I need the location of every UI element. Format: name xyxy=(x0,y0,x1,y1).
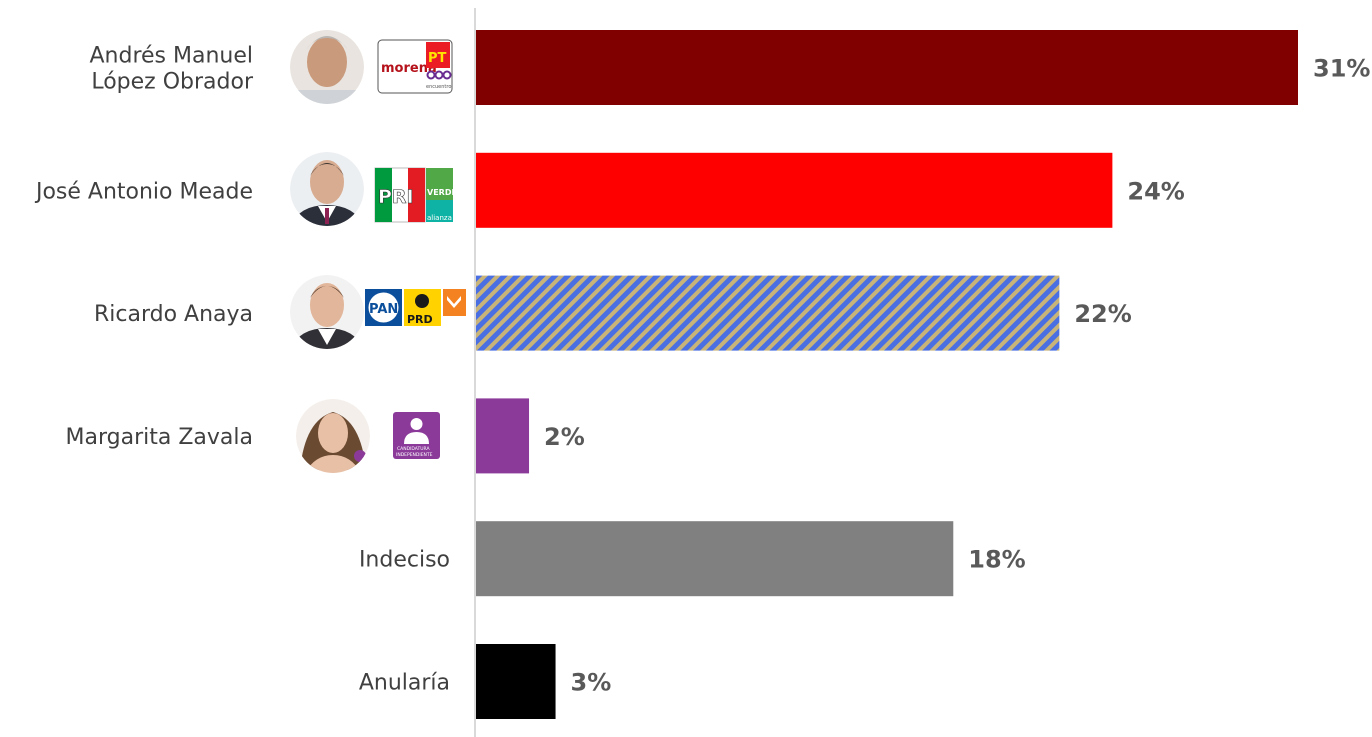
pt-text: PT xyxy=(428,51,447,66)
encuentro-text: encuentro xyxy=(426,84,451,90)
avatar-zavala xyxy=(296,399,370,473)
category-label-ricardo-anaya: Ricardo Anaya xyxy=(94,302,253,327)
bar-ricardo-anaya xyxy=(476,275,1060,351)
avatar-anaya xyxy=(290,275,364,349)
alianza-text: alianza xyxy=(427,214,452,222)
candidatura-text: CANDIDATURA xyxy=(397,446,430,452)
category-label-indeciso: Indeciso xyxy=(359,548,450,573)
bar-andres-manuel-lopez-obrador xyxy=(476,30,1298,105)
bar-margarita-zavala xyxy=(476,398,530,474)
bar-jose-antonio-meade xyxy=(476,152,1113,228)
pan-text: PAN xyxy=(369,302,398,317)
value-label-andres-manuel-lopez-obrador: 31% xyxy=(1313,55,1370,83)
value-label-anularia: 3% xyxy=(571,669,612,697)
value-labels: 31% 24% 22% 2% 18% 3% xyxy=(544,55,1370,697)
bar-indeciso xyxy=(476,521,954,597)
avatar-amlo xyxy=(290,30,364,104)
independiente-text: INDEPENDIENTE xyxy=(396,452,433,458)
pri-text: PRI xyxy=(378,186,414,208)
bar-anularia xyxy=(476,644,556,719)
verde-text: VERDE xyxy=(427,188,457,197)
bars-layer xyxy=(476,30,1298,719)
value-label-margarita-zavala: 2% xyxy=(544,423,585,451)
category-label-andres-manuel-lopez-obrador: Andrés Manuel López Obrador xyxy=(89,44,253,95)
avatar-meade xyxy=(290,152,364,226)
prd-text: PRD xyxy=(407,313,433,326)
morena-text: morena xyxy=(381,61,437,76)
value-label-ricardo-anaya: 22% xyxy=(1074,300,1131,328)
category-label-margarita-zavala: Margarita Zavala xyxy=(66,425,253,450)
candidatura-independiente-logo: CANDIDATURA INDEPENDIENTE xyxy=(393,412,440,459)
category-label-jose-antonio-meade: José Antonio Meade xyxy=(34,179,253,204)
category-label-anularia: Anularía xyxy=(359,671,450,696)
category-labels: Andrés Manuel López Obrador José Antonio M… xyxy=(34,44,450,696)
value-label-jose-antonio-meade: 24% xyxy=(1127,177,1184,205)
value-label-indeciso: 18% xyxy=(968,546,1025,574)
morena-pt-encuentro-logo: morena PT encuentro xyxy=(377,39,453,94)
pan-prd-mc-logo: PAN PRD xyxy=(365,289,466,326)
pri-verde-alianza-logo: PRI VERDE alianza xyxy=(374,167,457,223)
